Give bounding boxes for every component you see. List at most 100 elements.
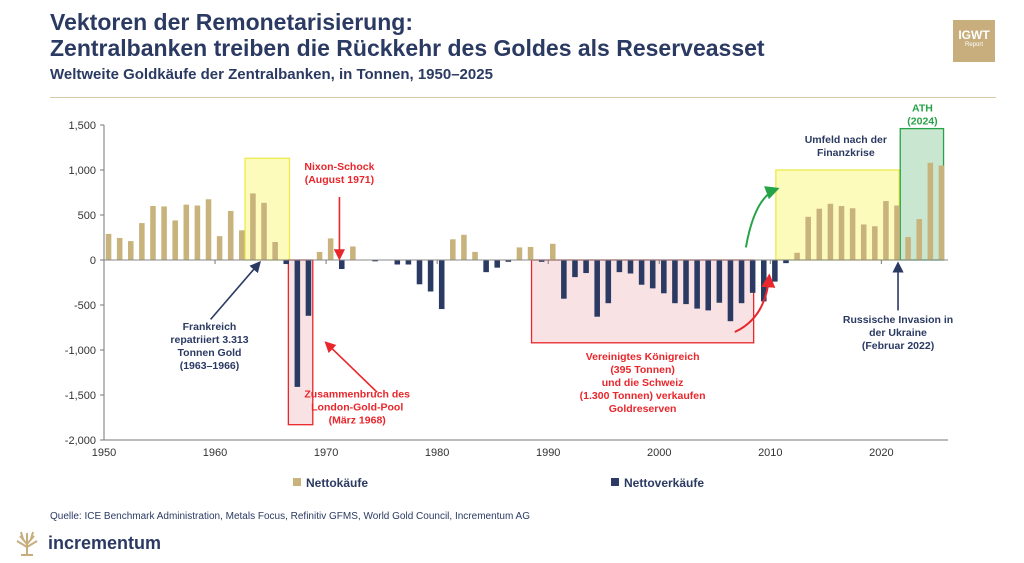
bar-2014 — [816, 208, 823, 260]
annotation-line: und die Schweiz — [602, 377, 684, 389]
y-tick-label: 1,500 — [68, 120, 96, 132]
bar-1990 — [549, 243, 556, 260]
y-tick-label: -1,500 — [65, 390, 96, 402]
annotation-line: Frankreich — [183, 321, 237, 333]
bar-1980 — [438, 260, 445, 310]
y-tick-label: 0 — [90, 255, 96, 267]
bar-1958 — [194, 205, 201, 260]
y-tick-label: 500 — [78, 210, 96, 222]
bar-2019 — [872, 226, 878, 260]
annotation-line: Tonnen Gold — [178, 347, 242, 359]
bar-1976 — [394, 260, 401, 265]
bar-2023 — [916, 219, 923, 260]
bar-1970 — [327, 238, 334, 260]
bar-1963 — [250, 193, 256, 260]
bar-1995 — [605, 260, 612, 304]
annotation-line: der Ukraine — [869, 327, 927, 339]
bar-2003 — [694, 260, 700, 309]
annotation-line: London-Gold-Pool — [311, 402, 403, 414]
annotation-line: (August 1971) — [305, 174, 374, 186]
header-divider — [50, 97, 996, 98]
bar-1988 — [527, 246, 534, 260]
bar-2001 — [672, 260, 678, 304]
bar-2007 — [738, 260, 745, 304]
bar-1978 — [416, 260, 423, 285]
x-tick-label: 2010 — [758, 447, 782, 459]
annotation-arrow — [324, 341, 378, 393]
bar-1967 — [294, 260, 301, 387]
annotation-line: ATH — [912, 103, 933, 115]
bar-2002 — [683, 260, 689, 305]
annotation-label: Umfeld nach der Finanzkrise — [805, 134, 887, 159]
bar-2025 — [938, 165, 945, 260]
bar-1953 — [139, 223, 145, 260]
x-tick-label: 1950 — [92, 447, 116, 459]
bar-1966 — [283, 260, 290, 265]
bar-1991 — [561, 260, 567, 299]
bar-1956 — [172, 220, 178, 260]
bar-1955 — [161, 206, 167, 260]
highlight-box — [775, 169, 900, 261]
annotation-line: (2024) — [907, 116, 937, 128]
bar-1954 — [150, 206, 156, 260]
bar-2017 — [849, 208, 856, 260]
tree-logo-icon — [16, 531, 38, 556]
bar-1952 — [127, 241, 134, 260]
annotation-line: Goldreserven — [609, 403, 677, 415]
annotation-line: Umfeld nach der — [805, 134, 887, 146]
bar-1971 — [338, 260, 345, 269]
annotation-label: Frankreich repatriiert 3.313 Tonnen Gold (1… — [170, 321, 248, 372]
bar-2013 — [805, 216, 811, 260]
bar-1997 — [627, 260, 634, 274]
bar-1979 — [427, 260, 434, 292]
bar-1989 — [538, 260, 545, 262]
bar-1950 — [105, 233, 112, 260]
annotation-line: (März 1968) — [329, 415, 386, 427]
source-note: Quelle: ICE Benchmark Administration, Me… — [50, 511, 530, 522]
legend-label: Nettokäufe — [306, 476, 368, 490]
annotation-line: (395 Tonnen) — [610, 364, 675, 376]
y-tick-label: -2,000 — [65, 435, 96, 447]
chart-title-line2: Zentralbanken treiben die Rückkehr des G… — [50, 35, 765, 61]
bar-2022 — [905, 237, 911, 260]
chart-subtitle: Weltweite Goldkäufe der Zentralbanken, i… — [50, 66, 493, 83]
annotation-line: Zusammenbruch des — [304, 389, 410, 401]
annotation-line: Russische Invasion in — [843, 314, 953, 326]
annotation-line: (Februar 2022) — [862, 340, 934, 352]
bar-1968 — [305, 260, 312, 316]
bar-1969 — [316, 251, 323, 260]
annotation-line: (1963–1966) — [180, 360, 240, 372]
bar-1962 — [239, 230, 245, 260]
bar-1984 — [483, 260, 489, 273]
bar-2000 — [661, 260, 667, 294]
y-tick-label: 1,000 — [68, 165, 96, 177]
bar-1999 — [649, 260, 656, 289]
annotation-line: repatriiert 3.313 — [170, 334, 248, 346]
bar-1985 — [494, 260, 501, 268]
bar-2024 — [927, 162, 934, 260]
bar-1993 — [583, 260, 589, 274]
legend-label: Nettoverkäufe — [624, 476, 704, 490]
legend-swatch — [293, 478, 301, 486]
y-tick-label: -1,000 — [65, 345, 96, 357]
bar-2020 — [883, 201, 889, 260]
bar-1986 — [505, 260, 512, 262]
bar-1992 — [572, 260, 578, 278]
bar-2008 — [749, 260, 756, 293]
annotation-label: Russische Invasion in der Ukraine (Februar… — [843, 314, 953, 352]
x-tick-label: 2020 — [869, 447, 893, 459]
bar-1983 — [472, 251, 478, 260]
bar-1965 — [272, 242, 278, 260]
bar-2011 — [783, 260, 789, 264]
annotation-arrow — [210, 261, 261, 320]
brand-name: incrementum — [48, 532, 162, 553]
bar-1951 — [116, 237, 123, 260]
annotation-label: ATH (2024) — [907, 103, 937, 128]
bar-2015 — [827, 203, 834, 260]
bar-1996 — [616, 260, 623, 273]
annotation-line: Finanzkrise — [817, 147, 875, 159]
bar-1982 — [461, 234, 467, 260]
x-tick-label: 1990 — [536, 447, 560, 459]
bar-1959 — [205, 199, 212, 260]
bar-1961 — [227, 210, 234, 260]
